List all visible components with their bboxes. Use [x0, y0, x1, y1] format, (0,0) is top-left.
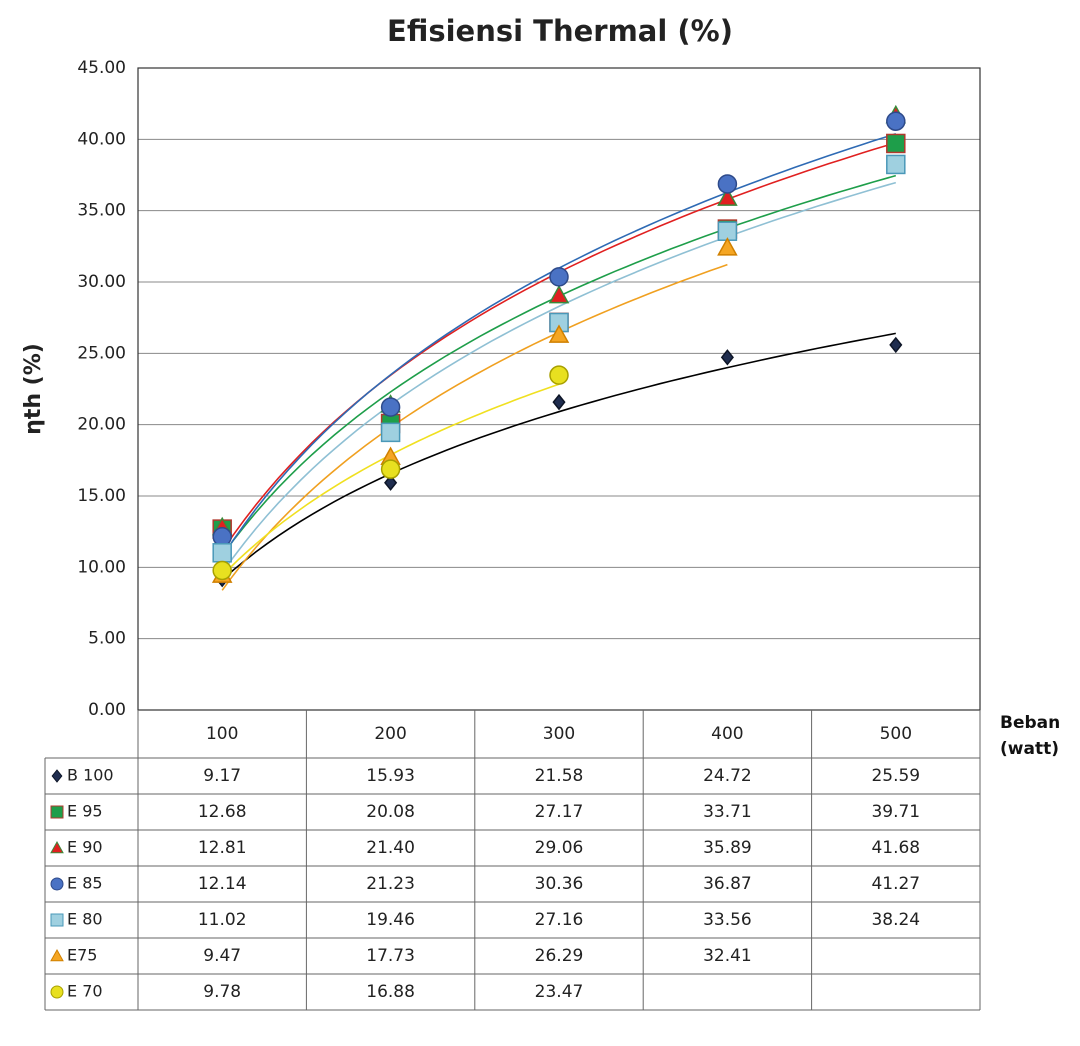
marker [51, 806, 63, 818]
table-value: 27.16 [535, 910, 584, 930]
table-value: 12.81 [198, 838, 247, 858]
table-value: 11.02 [198, 910, 247, 930]
marker [213, 561, 231, 579]
table-value: 19.46 [366, 910, 415, 930]
table-value: 27.17 [535, 802, 584, 822]
table-value: 35.89 [703, 838, 752, 858]
y-tick-label: 5.00 [88, 629, 126, 649]
table-value: 30.36 [535, 874, 584, 894]
table-value: 38.24 [871, 910, 920, 930]
marker [51, 950, 63, 961]
table-value: 26.29 [535, 946, 584, 966]
table-value: 9.78 [203, 982, 241, 1002]
table-value: 17.73 [366, 946, 415, 966]
table-value: 24.72 [703, 766, 752, 786]
marker [722, 350, 733, 364]
y-tick-label: 30.00 [77, 272, 126, 292]
page: Efisiensi Thermal (%) ηth (%) 0.00 5.00 10… [0, 0, 1080, 1046]
marker [213, 544, 231, 562]
legend-label: E 95 [67, 802, 103, 821]
y-tick-label: 0.00 [88, 700, 126, 720]
y-tick-label: 10.00 [77, 557, 126, 577]
y-tick-label: 35.00 [77, 201, 126, 221]
marker [550, 286, 568, 302]
table-value: 12.68 [198, 802, 247, 822]
x-tick-label: 500 [880, 724, 912, 744]
x-axis-label: Beban (watt) [1000, 710, 1070, 762]
table-value: 32.41 [703, 946, 752, 966]
table-value: 9.47 [203, 946, 241, 966]
marker [887, 112, 905, 130]
chart: Efisiensi Thermal (%) ηth (%) 0.00 5.00 10… [0, 0, 1080, 1046]
trendline [222, 143, 896, 552]
legend-label: E 80 [67, 910, 103, 929]
trendline [222, 265, 727, 591]
plot-border [138, 68, 980, 710]
table-value: 16.88 [366, 982, 415, 1002]
marker [51, 842, 63, 853]
marker [382, 460, 400, 478]
marker [887, 134, 905, 152]
table-value: 21.23 [366, 874, 415, 894]
y-tick-label: 40.00 [77, 129, 126, 149]
table-value: 21.40 [366, 838, 415, 858]
table-value: 33.71 [703, 802, 752, 822]
table-value: 39.71 [871, 802, 920, 822]
legend-label: B 100 [67, 766, 114, 785]
table-value: 23.47 [535, 982, 584, 1002]
marker [52, 770, 62, 782]
chart-title: Efisiensi Thermal (%) [387, 14, 733, 48]
table-value: 21.58 [535, 766, 584, 786]
table-value: 33.56 [703, 910, 752, 930]
table-value: 12.14 [198, 874, 247, 894]
legend-label: E 85 [67, 874, 103, 893]
marker [553, 395, 564, 409]
marker [51, 986, 63, 998]
legend-label: E75 [67, 946, 97, 965]
marker [51, 914, 63, 926]
y-tick-label: 45.00 [77, 58, 126, 78]
y-axis-label: ηth (%) [21, 343, 46, 435]
table-value: 25.59 [871, 766, 920, 786]
table-value: 41.27 [871, 874, 920, 894]
y-tick-label: 20.00 [77, 415, 126, 435]
marker [550, 268, 568, 286]
marker [887, 155, 905, 173]
marker [718, 239, 736, 255]
table-value: 20.08 [366, 802, 415, 822]
marker [890, 338, 901, 352]
legend-label: E 70 [67, 982, 103, 1001]
x-tick-label: 200 [374, 724, 406, 744]
marker [382, 423, 400, 441]
table-value: 15.93 [366, 766, 415, 786]
table-value: 41.68 [871, 838, 920, 858]
x-tick-label: 300 [543, 724, 575, 744]
table-value: 36.87 [703, 874, 752, 894]
legend-label: E 90 [67, 838, 103, 857]
marker [718, 175, 736, 193]
table-value: 9.17 [203, 766, 241, 786]
x-tick-label: 100 [206, 724, 238, 744]
y-tick-label: 15.00 [77, 486, 126, 506]
table-value: 29.06 [535, 838, 584, 858]
x-tick-label: 400 [711, 724, 743, 744]
marker [550, 366, 568, 384]
marker [382, 398, 400, 416]
marker [51, 878, 63, 890]
y-tick-label: 25.00 [77, 343, 126, 363]
